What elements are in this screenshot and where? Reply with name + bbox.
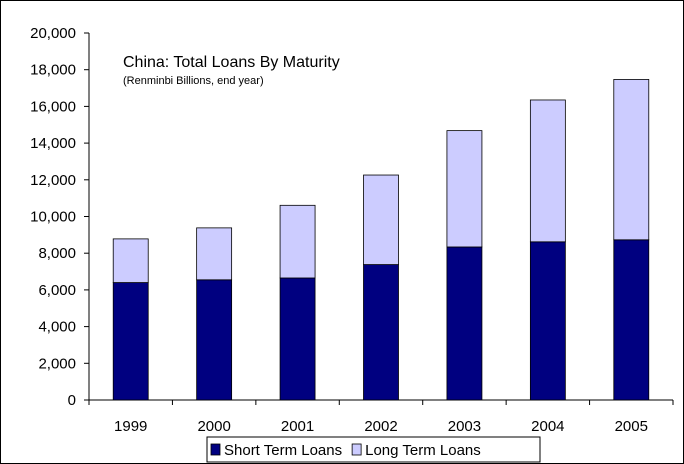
legend-box (206, 436, 541, 463)
x-tick-label: 2001 (281, 418, 314, 435)
y-tick-label: 16,000 (30, 98, 76, 115)
legend: Short Term Loans Long Term Loans (206, 436, 541, 463)
y-tick-label: 12,000 (30, 172, 76, 189)
bar-short-term (613, 239, 650, 401)
y-tick-label: 14,000 (30, 135, 76, 152)
legend-label: Long Term Loans (365, 442, 481, 459)
y-tick-label: 2,000 (38, 355, 76, 372)
y-tick-label: 18,000 (30, 62, 76, 79)
bar-long-term (196, 227, 233, 281)
bar-short-term (446, 246, 483, 401)
bar-short-term (279, 277, 316, 401)
bar-short-term (112, 282, 149, 401)
y-tick-label: 8,000 (38, 245, 76, 262)
bar-long-term (446, 130, 483, 248)
bar-short-term (363, 264, 399, 401)
x-tick-label: 2002 (364, 418, 397, 435)
bar-long-term (613, 79, 650, 241)
chart-subtitle: (Renminbi Billions, end year) (123, 75, 264, 87)
bar-short-term (196, 279, 233, 401)
bar-long-term (529, 99, 566, 243)
legend-swatch (351, 443, 362, 456)
x-tick-label: 2005 (615, 418, 648, 435)
y-tick-label: 0 (68, 392, 76, 409)
x-tick-label: 2000 (197, 418, 230, 435)
plot-area: 0 2,000 4,000 6,000 8,000 10,000 12,000 14,000 1… (30, 25, 674, 435)
bar-long-term (363, 174, 399, 265)
legend-swatch (210, 443, 221, 456)
chart-title: China: Total Loans By Maturity (123, 54, 340, 71)
y-tick-label: 10,000 (30, 209, 76, 226)
y-tick-label: 4,000 (38, 319, 76, 336)
x-tick-label: 1999 (114, 418, 147, 435)
x-tick-label: 2003 (448, 418, 481, 435)
bar-long-term (279, 204, 316, 279)
y-tick-label: 6,000 (38, 282, 76, 299)
y-tick-label: 20,000 (30, 25, 76, 42)
bar-short-term (529, 241, 566, 401)
x-tick-label: 2004 (531, 418, 564, 435)
bar-long-term (112, 238, 149, 283)
legend-label: Short Term Loans (224, 442, 342, 459)
